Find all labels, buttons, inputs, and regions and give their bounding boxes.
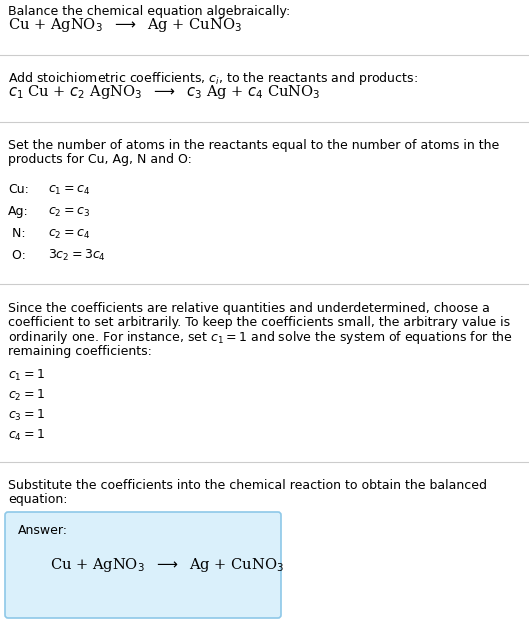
- Text: $3 c_2 = 3 c_4$: $3 c_2 = 3 c_4$: [48, 248, 106, 263]
- Text: Set the number of atoms in the reactants equal to the number of atoms in the: Set the number of atoms in the reactants…: [8, 139, 499, 152]
- FancyBboxPatch shape: [5, 512, 281, 618]
- Text: Cu + AgNO$_3$  $\longrightarrow$  Ag + CuNO$_3$: Cu + AgNO$_3$ $\longrightarrow$ Ag + CuN…: [8, 16, 242, 34]
- Text: coefficient to set arbitrarily. To keep the coefficients small, the arbitrary va: coefficient to set arbitrarily. To keep …: [8, 317, 510, 329]
- Text: N:: N:: [8, 227, 25, 240]
- Text: Substitute the coefficients into the chemical reaction to obtain the balanced: Substitute the coefficients into the che…: [8, 479, 487, 492]
- Text: Since the coefficients are relative quantities and underdetermined, choose a: Since the coefficients are relative quan…: [8, 302, 490, 315]
- Text: $c_1 = c_4$: $c_1 = c_4$: [48, 184, 90, 197]
- Text: products for Cu, Ag, N and O:: products for Cu, Ag, N and O:: [8, 154, 192, 166]
- Text: Cu + AgNO$_3$  $\longrightarrow$  Ag + CuNO$_3$: Cu + AgNO$_3$ $\longrightarrow$ Ag + CuN…: [50, 556, 284, 574]
- Text: Cu:: Cu:: [8, 183, 29, 196]
- Text: $c_2 = c_3$: $c_2 = c_3$: [48, 206, 90, 219]
- Text: equation:: equation:: [8, 493, 68, 507]
- Text: ordinarily one. For instance, set $c_1 = 1$ and solve the system of equations fo: ordinarily one. For instance, set $c_1 =…: [8, 329, 513, 346]
- Text: $c_2 = 1$: $c_2 = 1$: [8, 388, 45, 403]
- Text: $c_1$ Cu + $c_2$ AgNO$_3$  $\longrightarrow$  $c_3$ Ag + $c_4$ CuNO$_3$: $c_1$ Cu + $c_2$ AgNO$_3$ $\longrightarr…: [8, 83, 321, 102]
- Text: O:: O:: [8, 249, 26, 262]
- Text: $c_4 = 1$: $c_4 = 1$: [8, 428, 45, 443]
- Text: Ag:: Ag:: [8, 205, 29, 218]
- Text: Answer:: Answer:: [18, 524, 68, 537]
- Text: remaining coefficients:: remaining coefficients:: [8, 345, 152, 358]
- Text: Add stoichiometric coefficients, $c_i$, to the reactants and products:: Add stoichiometric coefficients, $c_i$, …: [8, 70, 418, 87]
- Text: $c_1 = 1$: $c_1 = 1$: [8, 368, 45, 383]
- Text: $c_3 = 1$: $c_3 = 1$: [8, 408, 45, 423]
- Text: $c_2 = c_4$: $c_2 = c_4$: [48, 228, 90, 241]
- Text: Balance the chemical equation algebraically:: Balance the chemical equation algebraica…: [8, 5, 290, 18]
